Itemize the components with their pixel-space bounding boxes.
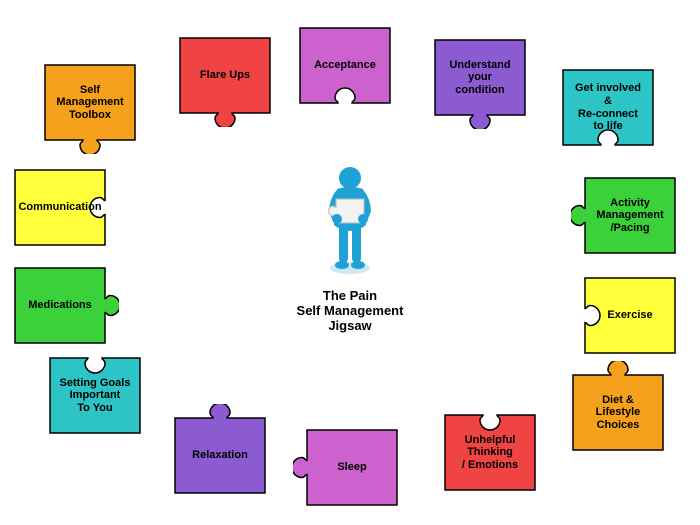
puzzle-piece-setting-goals: Setting Goals Important To You bbox=[50, 358, 140, 433]
puzzle-piece-acceptance: Acceptance bbox=[300, 28, 390, 103]
puzzle-piece-medications: Medications bbox=[15, 268, 105, 343]
puzzle-piece-exercise: Exercise bbox=[585, 278, 675, 353]
piece-label: Unhelpful Thinking / Emotions bbox=[445, 415, 535, 490]
diagram-canvas: Self Management Toolbox Flare Ups Acceptan… bbox=[0, 0, 700, 525]
piece-label: Acceptance bbox=[300, 28, 390, 103]
piece-label: Exercise bbox=[585, 278, 675, 353]
piece-label: Diet & Lifestyle Choices bbox=[573, 375, 663, 450]
piece-label: Understand your condition bbox=[435, 40, 525, 115]
puzzle-piece-communication: Communication bbox=[15, 170, 105, 245]
piece-label: Communication bbox=[15, 170, 105, 245]
puzzle-piece-understand-your-condition: Understand your condition bbox=[435, 40, 525, 115]
center-group: The Pain Self Management Jigsaw bbox=[295, 165, 405, 333]
piece-label: Get involved & Re-connect to life bbox=[563, 70, 653, 145]
piece-label: Sleep bbox=[307, 430, 397, 505]
piece-label: Relaxation bbox=[175, 418, 265, 493]
puzzle-piece-sleep: Sleep bbox=[307, 430, 397, 505]
piece-label: Setting Goals Important To You bbox=[50, 358, 140, 433]
puzzle-piece-relaxation: Relaxation bbox=[175, 418, 265, 493]
piece-label: Medications bbox=[15, 268, 105, 343]
puzzle-piece-diet-lifestyle: Diet & Lifestyle Choices bbox=[573, 375, 663, 450]
piece-label: Self Management Toolbox bbox=[45, 65, 135, 140]
puzzle-piece-get-involved: Get involved & Re-connect to life bbox=[563, 70, 653, 145]
puzzle-piece-unhelpful-thinking: Unhelpful Thinking / Emotions bbox=[445, 415, 535, 490]
piece-label: Activity Management /Pacing bbox=[585, 178, 675, 253]
person-icon bbox=[315, 165, 385, 282]
piece-label: Flare Ups bbox=[180, 38, 270, 113]
puzzle-piece-activity-pacing: Activity Management /Pacing bbox=[585, 178, 675, 253]
diagram-title: The Pain Self Management Jigsaw bbox=[297, 288, 404, 333]
puzzle-piece-flare-ups: Flare Ups bbox=[180, 38, 270, 113]
puzzle-piece-self-management-toolbox: Self Management Toolbox bbox=[45, 65, 135, 140]
